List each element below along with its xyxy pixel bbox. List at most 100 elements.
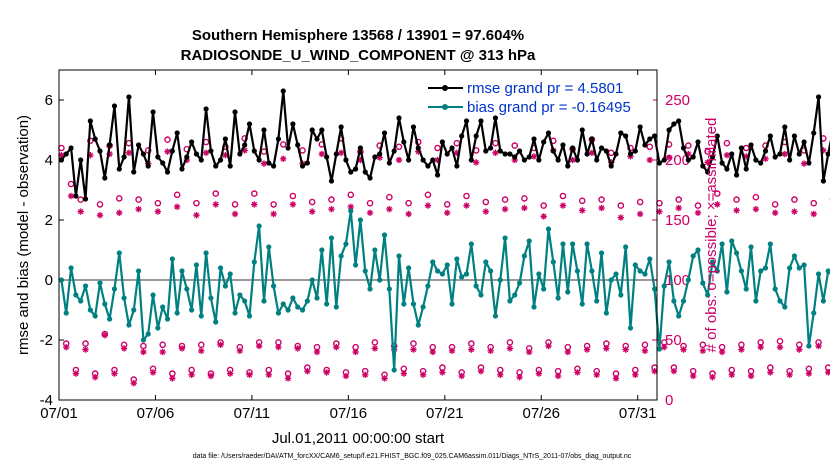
possible-obs-point xyxy=(328,196,335,203)
x-tick-label: 07/31 xyxy=(619,405,657,422)
bias-point xyxy=(97,280,103,286)
bias-point xyxy=(87,307,93,313)
bias-point xyxy=(685,277,691,283)
bias-point xyxy=(666,259,672,265)
assimilated-mark-stroke xyxy=(280,156,286,162)
rmse-point xyxy=(164,169,171,175)
bias-point xyxy=(796,265,802,271)
possible-obs-point xyxy=(468,340,475,347)
possible-obs-point xyxy=(742,144,750,152)
assimilated-obs-point xyxy=(140,348,147,356)
bias-point xyxy=(492,313,499,319)
assimilated-obs-point xyxy=(583,346,591,353)
rmse-point xyxy=(801,139,807,145)
assimilated-obs-point xyxy=(198,347,205,354)
assimilated-mark-stroke xyxy=(531,153,537,160)
assimilated-obs-point xyxy=(381,375,388,382)
assimilated-obs-point xyxy=(304,368,311,375)
assimilated-mark-stroke xyxy=(241,147,248,154)
possible-obs-point xyxy=(308,198,316,206)
bias-point xyxy=(285,307,291,313)
assimilated-obs-point xyxy=(632,371,639,378)
assimilated-obs-point xyxy=(805,370,813,377)
bias-point xyxy=(671,298,677,304)
rmse-point xyxy=(444,151,450,157)
y-tick-label: 2 xyxy=(45,212,53,229)
rmse-point xyxy=(463,118,470,124)
bias-point xyxy=(131,307,137,313)
assimilated-mark-stroke xyxy=(724,152,730,158)
assimilated-mark-stroke xyxy=(516,374,523,380)
bias-point xyxy=(309,277,315,283)
assimilated-mark-stroke xyxy=(618,214,624,221)
assimilated-obs-point xyxy=(492,149,499,156)
assimilated-obs-point xyxy=(202,149,210,156)
bias-point xyxy=(454,256,460,262)
assimilated-obs-point xyxy=(689,372,697,380)
bias-point xyxy=(357,217,364,223)
assimilated-mark-stroke xyxy=(777,344,783,350)
assimilated-mark-stroke xyxy=(637,211,643,217)
bias-point xyxy=(488,268,494,274)
y-tick-label: 0 xyxy=(45,272,53,289)
possible-obs-point xyxy=(193,199,200,207)
assimilated-obs-point xyxy=(694,209,702,216)
rmse-point xyxy=(656,160,663,166)
bias-point xyxy=(632,262,638,268)
assimilated-mark-stroke xyxy=(463,202,470,209)
assimilated-obs-point xyxy=(815,342,822,350)
assimilated-obs-point xyxy=(699,347,707,354)
bias-point xyxy=(222,283,228,289)
legend-bias-label: bias grand pr = -0.16495 xyxy=(467,99,631,116)
rmse-point xyxy=(791,133,798,139)
assimilated-mark-stroke xyxy=(78,208,84,215)
assimilated-mark-stroke xyxy=(217,342,224,348)
assimilated-obs-point xyxy=(149,369,157,376)
assimilated-obs-point xyxy=(752,206,760,213)
assimilated-obs-point xyxy=(193,212,200,219)
assimilated-mark-stroke xyxy=(642,348,648,354)
possible-obs-point xyxy=(752,193,760,201)
rmse-point xyxy=(700,163,706,169)
rmse-point xyxy=(381,130,388,136)
rmse-point xyxy=(570,145,576,151)
possible-obs-point xyxy=(299,147,306,154)
bias-point xyxy=(58,277,65,283)
assimilated-obs-point xyxy=(796,346,803,353)
assimilated-mark-stroke xyxy=(796,346,802,353)
rmse-point xyxy=(324,154,330,160)
plot-frame xyxy=(58,69,658,401)
assimilated-obs-point xyxy=(439,369,446,376)
assimilated-mark-stroke xyxy=(198,348,204,354)
assimilated-mark-stroke xyxy=(772,210,778,216)
assimilated-mark-stroke xyxy=(126,150,132,156)
assimilated-mark-stroke xyxy=(579,207,585,214)
rmse-point xyxy=(729,151,735,157)
assimilated-obs-point xyxy=(275,344,282,351)
assimilated-mark-stroke xyxy=(193,212,200,218)
possible-obs-point xyxy=(776,337,784,345)
bias-point xyxy=(680,298,687,304)
bias-point xyxy=(695,247,701,253)
bias-point xyxy=(179,268,185,274)
possible-obs-point xyxy=(434,144,441,152)
bias-point xyxy=(738,268,744,274)
assimilated-obs-point xyxy=(308,208,316,215)
assimilated-mark-stroke xyxy=(815,343,822,349)
bias-point xyxy=(261,298,267,304)
rmse-point xyxy=(140,151,146,157)
rmse-point xyxy=(623,133,629,139)
bias-point xyxy=(468,241,474,247)
bias-point xyxy=(184,286,190,292)
possible-obs-point xyxy=(723,139,731,147)
rmse-point xyxy=(705,169,711,175)
assimilated-obs-point xyxy=(333,344,340,351)
rmse-point xyxy=(685,157,691,163)
assimilated-mark-stroke xyxy=(208,373,214,379)
assimilated-mark-stroke xyxy=(806,370,812,377)
assimilated-mark-stroke xyxy=(502,206,508,212)
rmse-point xyxy=(777,151,783,157)
assimilated-mark-stroke xyxy=(676,205,682,211)
possible-obs-point xyxy=(96,201,104,208)
possible-obs-point xyxy=(506,339,514,346)
